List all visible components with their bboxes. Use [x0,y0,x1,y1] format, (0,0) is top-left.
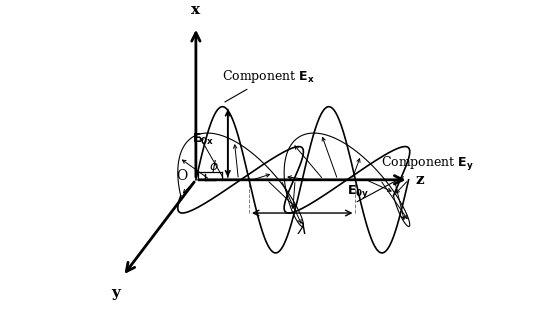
Text: O: O [176,169,188,183]
Text: $\mathbf{E_{0x}}$: $\mathbf{E_{0x}}$ [192,132,215,147]
Text: z: z [415,173,424,187]
Text: Component $\mathbf{E_x}$: Component $\mathbf{E_x}$ [223,68,316,102]
Text: y: y [112,286,121,300]
Text: $\mathbf{E_{0y}}$: $\mathbf{E_{0y}}$ [348,183,370,200]
Text: $\lambda$: $\lambda$ [297,221,307,237]
Text: Component $\mathbf{E_y}$: Component $\mathbf{E_y}$ [357,155,475,202]
Text: $\phi$: $\phi$ [209,158,219,175]
Text: x: x [192,3,201,17]
